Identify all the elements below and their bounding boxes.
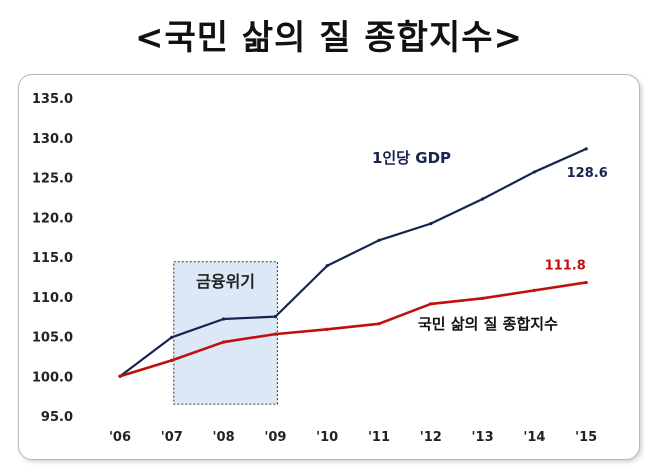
- y-tick-label: 95.0: [41, 410, 73, 425]
- x-tick-label: '14: [523, 430, 545, 445]
- y-tick-label: 105.0: [32, 331, 73, 346]
- gdp-data-point: [170, 335, 174, 339]
- quality-data-point: [325, 327, 329, 331]
- quality-data-point: [118, 374, 122, 378]
- gdp-data-point: [222, 317, 226, 321]
- x-tick-label: '07: [161, 430, 183, 445]
- x-tick-label: '10: [316, 430, 338, 445]
- x-tick-label: '08: [213, 430, 235, 445]
- x-tick-label: '11: [368, 430, 390, 445]
- quality-data-point: [429, 302, 433, 306]
- y-tick-label: 135.0: [32, 92, 73, 107]
- x-tick-label: '13: [472, 430, 494, 445]
- gdp-end-value-label: 128.6: [567, 166, 608, 181]
- gdp-data-point: [273, 315, 277, 319]
- gdp-data-point: [584, 147, 588, 151]
- y-tick-label: 115.0: [32, 251, 73, 266]
- y-tick-label: 130.0: [32, 132, 73, 147]
- crisis-label: 금융위기: [196, 272, 255, 291]
- gdp-data-point: [377, 238, 381, 242]
- gdp-data-point: [325, 264, 329, 268]
- gdp-series-line: [118, 147, 588, 378]
- quality-data-point: [377, 322, 381, 326]
- quality-data-point: [532, 288, 537, 292]
- y-tick-label: 100.0: [32, 370, 73, 385]
- y-tick-label: 110.0: [32, 291, 73, 306]
- gdp-data-point: [429, 222, 433, 226]
- x-tick-label: '09: [264, 430, 286, 445]
- x-tick-label: '12: [420, 430, 442, 445]
- quality-data-point: [222, 340, 226, 344]
- quality-data-point: [481, 296, 485, 300]
- page-title: <국민 삶의 질 종합지수>: [134, 18, 523, 58]
- quality-series-line: [118, 281, 588, 378]
- quality-data-point: [170, 358, 174, 362]
- x-tick-label: '06: [109, 430, 131, 445]
- y-tick-label: 125.0: [32, 172, 73, 187]
- x-tick-label: '15: [575, 430, 597, 445]
- crisis-shaded-region: [173, 261, 278, 405]
- gdp-data-point: [532, 170, 537, 174]
- gdp-series-label: 1인당 GDP: [372, 149, 451, 167]
- chart-panel: [18, 74, 640, 460]
- quality-data-point: [584, 280, 588, 285]
- quality-end-value-label: 111.8: [545, 258, 586, 273]
- quality-series-label: 국민 삶의 질 종합지수: [418, 315, 558, 333]
- quality-data-point: [273, 332, 277, 336]
- gdp-data-point: [481, 197, 485, 201]
- y-tick-label: 120.0: [32, 211, 73, 226]
